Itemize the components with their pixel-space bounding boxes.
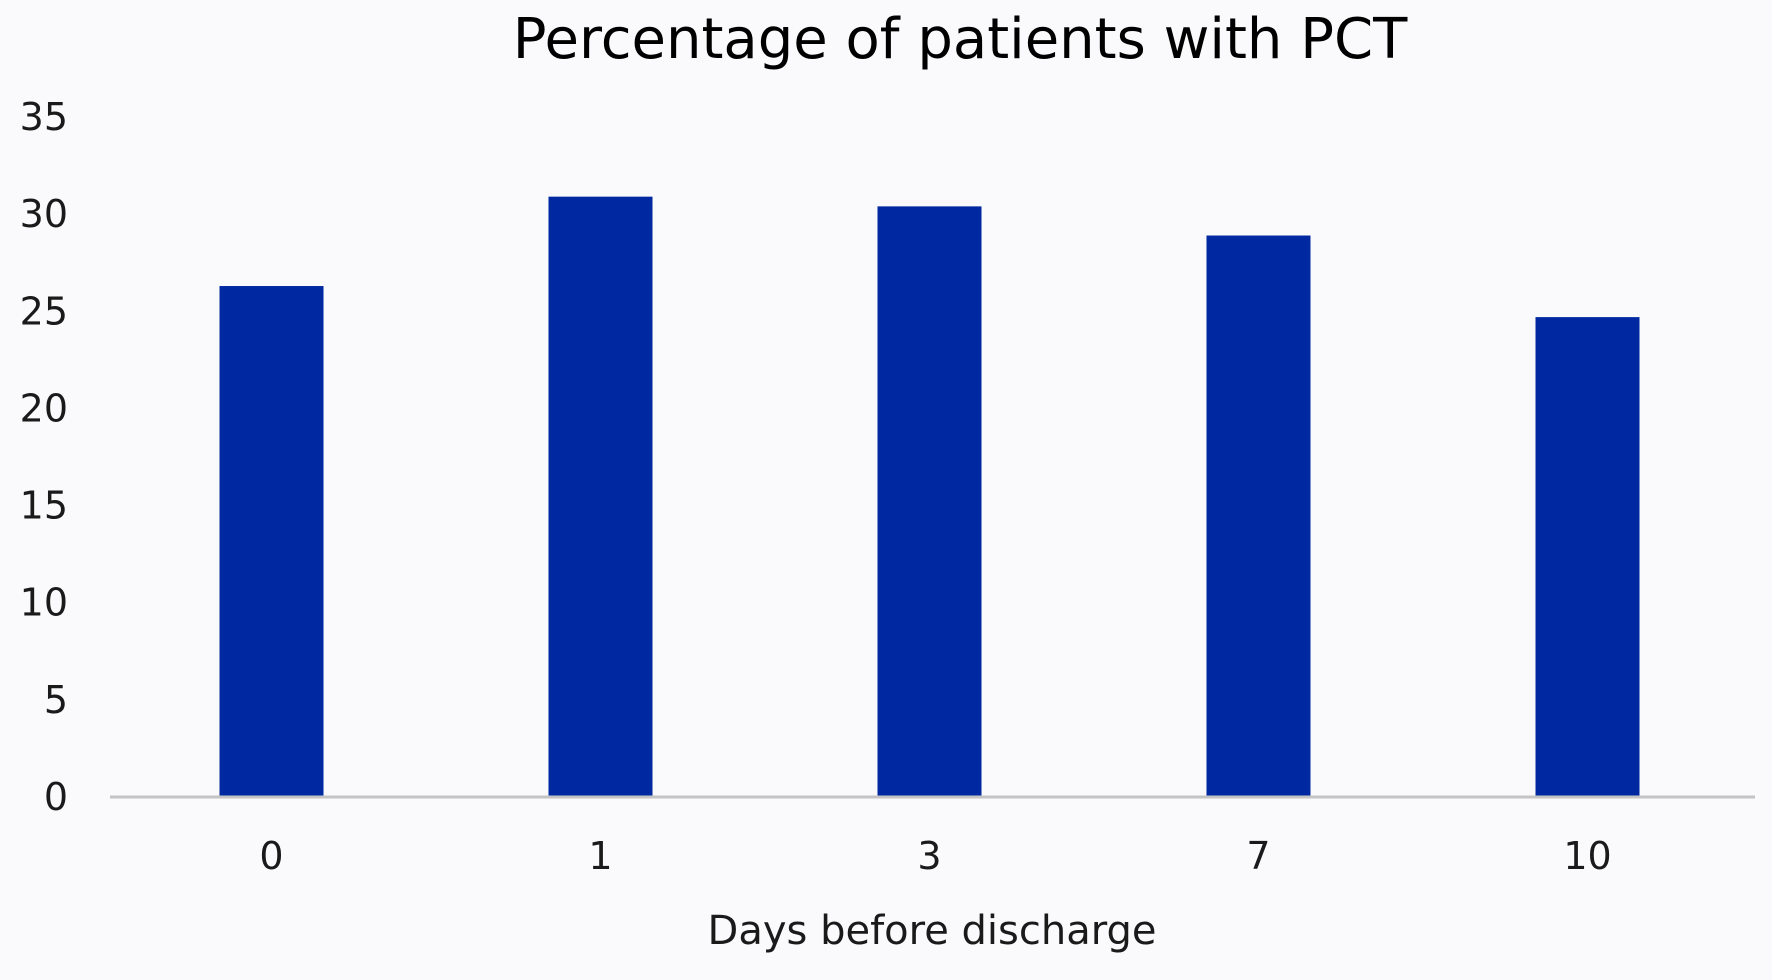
bar [219,286,324,797]
bar [877,206,982,797]
bar [548,196,653,797]
x-tick-label: 0 [259,834,283,878]
y-tick-label: 30 [20,192,68,236]
bar [1206,235,1311,797]
y-tick-label: 10 [20,581,68,625]
chart-title: Percentage of patients with PCT [513,7,1408,72]
y-tick-label: 25 [20,289,68,333]
x-axis-ticks: 0 1 3 7 10 [259,834,1611,878]
y-tick-label: 35 [20,95,68,139]
x-tick-label: 3 [917,834,941,878]
x-tick-label: 7 [1246,834,1270,878]
bar [1535,317,1640,797]
y-tick-label: 0 [44,775,68,819]
x-axis-label: Days before discharge [708,908,1157,954]
y-tick-label: 5 [44,678,68,722]
y-axis-ticks: 0 5 10 15 20 25 30 35 [20,95,68,819]
y-tick-label: 15 [20,484,68,528]
x-tick-label: 1 [588,834,612,878]
x-tick-label: 10 [1563,834,1611,878]
bars [219,196,1640,797]
y-tick-label: 20 [20,386,68,430]
